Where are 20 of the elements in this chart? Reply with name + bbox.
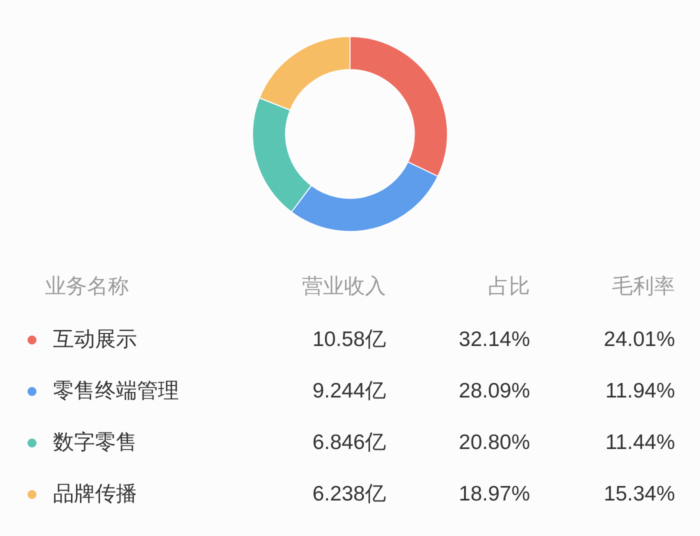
legend-title: 业务名称 [45,274,129,298]
legend-label: 数字零售 [53,430,137,454]
data-label: 10.58亿 [312,328,386,351]
text: 20.80% [458,430,530,454]
data-label: 6.846亿 [312,430,386,454]
legend-label: 互动展示 [53,328,137,351]
data-label: 9.244亿 [312,379,386,402]
text: 32.14% [458,328,530,351]
text: 28.09% [458,379,530,402]
legend-label: 品牌传播 [53,482,137,506]
text: 毛利率 [612,274,675,298]
data-label: 6.238亿 [312,482,386,506]
text: 占比 [488,274,530,298]
text: 11.44% [605,430,675,454]
text: 24.01% [604,328,675,351]
legend-label: 零售终端管理 [53,379,179,402]
text: 11.94% [605,379,675,402]
text: 15.34% [604,482,675,506]
text: 18.97% [458,482,530,506]
text: 营业收入 [302,274,386,298]
